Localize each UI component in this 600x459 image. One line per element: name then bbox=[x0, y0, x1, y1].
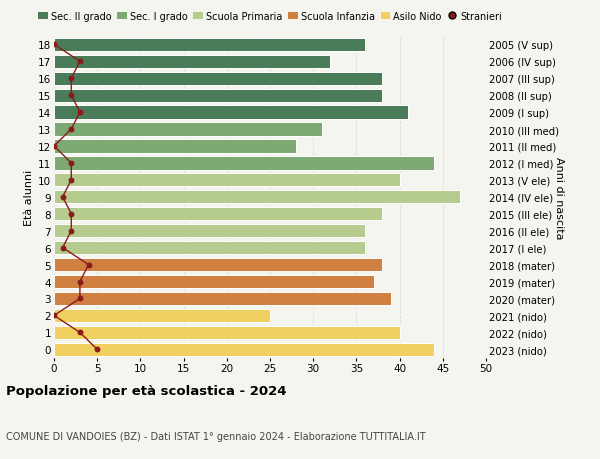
Bar bbox=[54, 123, 322, 136]
Y-axis label: Anni di nascita: Anni di nascita bbox=[554, 156, 565, 239]
Bar bbox=[54, 56, 331, 69]
Bar bbox=[54, 157, 434, 170]
Point bbox=[67, 160, 76, 167]
Point bbox=[75, 278, 85, 285]
Point bbox=[67, 177, 76, 184]
Y-axis label: Età alunni: Età alunni bbox=[24, 169, 34, 225]
Point bbox=[75, 109, 85, 117]
Text: COMUNE DI VANDOIES (BZ) - Dati ISTAT 1° gennaio 2024 - Elaborazione TUTTITALIA.I: COMUNE DI VANDOIES (BZ) - Dati ISTAT 1° … bbox=[6, 431, 425, 441]
Bar bbox=[54, 140, 296, 153]
Bar bbox=[54, 191, 460, 204]
Point bbox=[75, 295, 85, 302]
Text: Popolazione per età scolastica - 2024: Popolazione per età scolastica - 2024 bbox=[6, 384, 287, 397]
Bar bbox=[54, 207, 382, 221]
Point bbox=[49, 143, 59, 150]
Point bbox=[49, 41, 59, 49]
Bar bbox=[54, 39, 365, 52]
Point bbox=[67, 126, 76, 134]
Bar bbox=[54, 309, 270, 322]
Point bbox=[58, 194, 67, 201]
Point bbox=[92, 346, 102, 353]
Point bbox=[67, 211, 76, 218]
Bar bbox=[54, 326, 400, 339]
Bar bbox=[54, 241, 365, 255]
Point bbox=[84, 261, 94, 269]
Bar bbox=[54, 174, 400, 187]
Point bbox=[67, 228, 76, 235]
Bar bbox=[54, 224, 365, 238]
Bar bbox=[54, 292, 391, 305]
Point bbox=[49, 312, 59, 319]
Bar bbox=[54, 106, 408, 119]
Point bbox=[75, 58, 85, 66]
Point bbox=[67, 75, 76, 83]
Bar bbox=[54, 258, 382, 272]
Legend: Sec. II grado, Sec. I grado, Scuola Primaria, Scuola Infanzia, Asilo Nido, Stran: Sec. II grado, Sec. I grado, Scuola Prim… bbox=[34, 8, 506, 25]
Point bbox=[75, 329, 85, 336]
Bar bbox=[54, 343, 434, 356]
Bar bbox=[54, 275, 374, 289]
Point bbox=[67, 92, 76, 100]
Bar bbox=[54, 73, 382, 85]
Point bbox=[58, 245, 67, 252]
Bar bbox=[54, 90, 382, 102]
